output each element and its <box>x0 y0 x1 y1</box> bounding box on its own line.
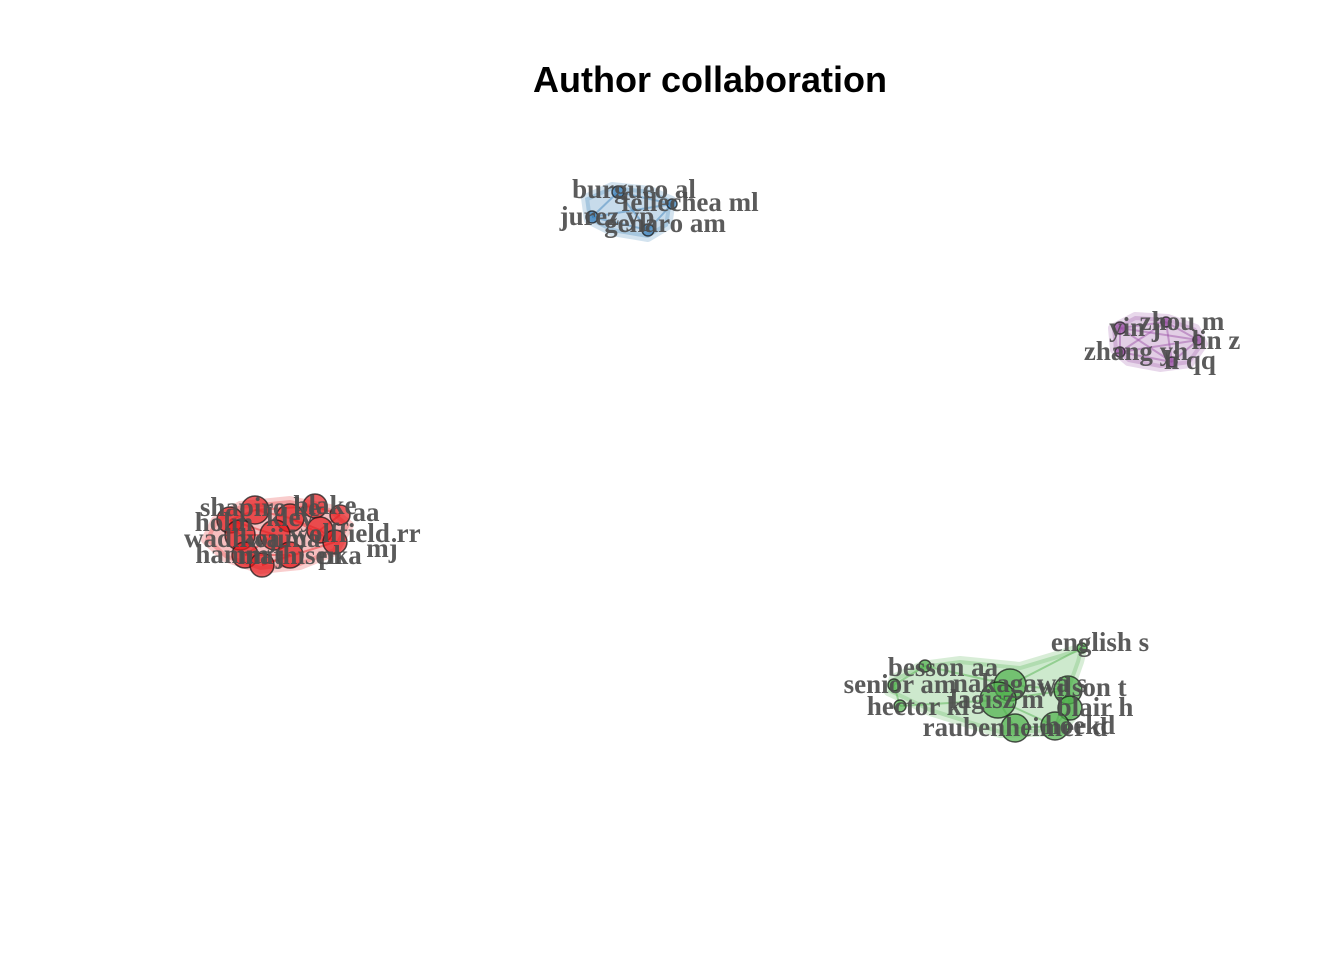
node-label-english-s: english s <box>1051 627 1149 657</box>
node-mathisen <box>276 541 304 569</box>
node-label-hoekd: hoekd <box>1045 710 1116 740</box>
node-label-fellechea-ml: fellechea ml <box>621 187 759 217</box>
node-lagisz-m <box>979 681 1017 719</box>
node-label-nakagawa-s: nakagawa s <box>953 668 1087 698</box>
edge-zhang-yh-li-qq <box>1119 351 1173 363</box>
node-label-li-qq: li qq <box>1164 345 1216 375</box>
edge-zhou-m-li-qq <box>1165 321 1173 363</box>
node-label-mathisen: mathisen <box>237 540 342 570</box>
node-zhou-m <box>1160 316 1172 328</box>
node-blair-h <box>1057 695 1083 721</box>
node-mj <box>322 529 348 555</box>
node-jurez-yp <box>585 210 599 224</box>
node-shapiro-ke <box>240 495 270 525</box>
node-senior-am <box>887 678 901 692</box>
edge-lin-z-zhang-yh <box>1119 339 1199 353</box>
edge-yin-j-lin-z <box>1119 327 1199 341</box>
node-label-wilson-t: wilson t <box>1037 672 1126 702</box>
node-label-kojima: kojima <box>240 523 322 553</box>
edge-zhou-m-lin-z <box>1165 321 1199 341</box>
edge-fellechea-ml-jurez-yp <box>591 203 673 218</box>
node-label-blair-h: blair h <box>1057 692 1134 722</box>
node-raubenheimer-d <box>1000 713 1030 743</box>
node-fellechea-ml <box>666 198 678 210</box>
node-label-genaro-am: genaro am <box>604 208 726 238</box>
node-hector-kl <box>893 699 907 713</box>
node-label-yin-j: yin j <box>1109 312 1161 342</box>
node-label-senior-am: senior am <box>844 669 957 699</box>
node-label-holm: holm <box>195 507 254 537</box>
node-label-blake: blake <box>293 490 356 520</box>
edge-yin-j-li-qq <box>1119 327 1173 363</box>
node-label-shapiro-ke: shapiro ke <box>200 492 320 522</box>
node-label-zhou-m: zhou m <box>1140 306 1225 336</box>
node-english-s <box>1076 642 1088 654</box>
edge-yin-j-zhou-m <box>1119 321 1167 329</box>
node-label-lagisz-m: lagisz m <box>950 684 1044 714</box>
node-pka <box>249 552 275 578</box>
node-label-wadhwa: wadhwa <box>184 523 281 553</box>
edge-zhou-m-zhang-yh <box>1119 321 1167 353</box>
node-zhang-yh <box>1114 346 1126 358</box>
node-lin-z <box>1192 334 1204 346</box>
chart-title: Author collaboration <box>533 59 887 100</box>
node-label-wolffield-rr: wolffield rr <box>289 518 420 548</box>
node-label-lin-z: lin z <box>1192 325 1241 355</box>
node-yin-j <box>1113 321 1127 335</box>
node-aa <box>329 504 351 526</box>
node-kojima <box>259 519 291 551</box>
node-label-aa: aa <box>353 497 381 527</box>
edge-burgueo-al-fellechea-ml <box>617 191 673 205</box>
node-label-hector-kl: hector kl <box>867 691 970 721</box>
node-li-qq <box>1166 356 1178 368</box>
node-label-kley: kley <box>266 502 315 532</box>
edge-jurez-yp-genaro-am <box>591 216 649 231</box>
node-genaro-am <box>641 223 655 237</box>
node-label-hamm-j: hamm j <box>195 539 284 569</box>
node-label-pka: pka <box>318 540 362 570</box>
node-besson-aa <box>918 659 932 673</box>
node-label-jurez-yp: jurez yp <box>559 201 655 231</box>
node-label-burgueo-al: burgueo al <box>572 174 696 204</box>
node-hoekd <box>1040 711 1070 741</box>
node-label-zhang-yh: zhang yh <box>1084 336 1188 366</box>
edge-burgueo-al-genaro-am <box>617 191 649 231</box>
node-label-besson-aa: besson aa <box>888 652 999 682</box>
node-label-mj: mj <box>366 533 397 563</box>
node-burgueo-al <box>611 185 625 199</box>
node-label-raubenheimer-d: raubenheimer d <box>923 712 1108 742</box>
